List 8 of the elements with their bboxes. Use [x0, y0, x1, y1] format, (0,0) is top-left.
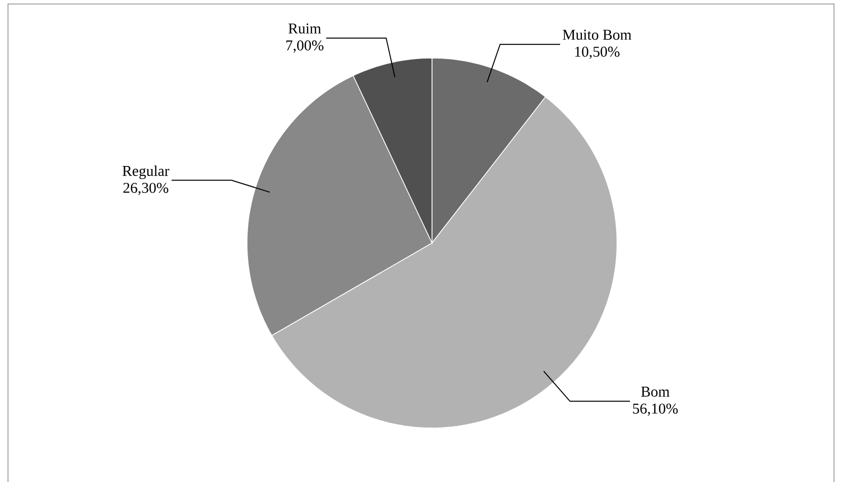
slice-label: Regular [122, 165, 170, 179]
data-label: 56,10% [633, 403, 678, 416]
data-label: 26,30% [123, 182, 168, 195]
data-label: 10,50% [575, 46, 620, 59]
slice-label: Ruim [288, 23, 322, 34]
slice-label: Muito Bom [562, 30, 632, 40]
data-label: 7,00% [286, 40, 324, 52]
slice-label: Bom [641, 386, 670, 396]
